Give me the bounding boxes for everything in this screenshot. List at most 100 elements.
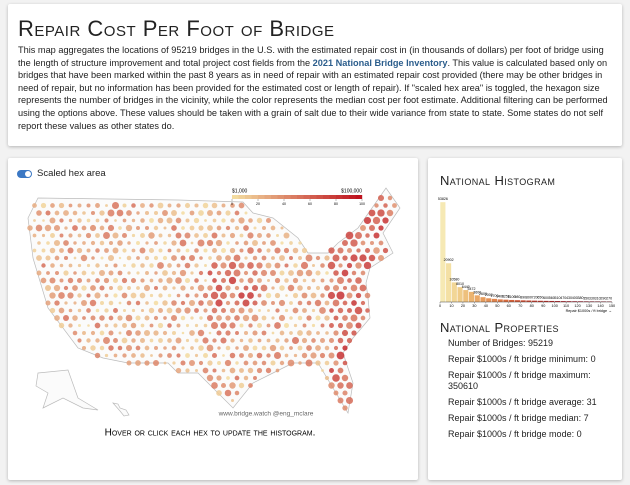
hex[interactable] [63, 315, 69, 321]
hex[interactable] [289, 301, 293, 305]
hex[interactable] [171, 330, 177, 336]
hex[interactable] [239, 278, 244, 283]
hex[interactable] [167, 353, 172, 358]
hex[interactable] [95, 308, 100, 313]
hex[interactable] [49, 277, 56, 284]
hex[interactable] [176, 353, 181, 358]
hex[interactable] [184, 277, 191, 284]
hex[interactable] [143, 284, 151, 292]
hex[interactable] [260, 284, 268, 292]
hex[interactable] [53, 284, 61, 292]
bar[interactable] [463, 290, 469, 302]
hex[interactable] [238, 202, 245, 209]
hex[interactable] [180, 255, 186, 261]
hex[interactable] [243, 285, 249, 291]
hex[interactable] [194, 278, 199, 283]
hex[interactable] [157, 202, 164, 209]
hex[interactable] [220, 382, 227, 389]
hex[interactable] [153, 360, 159, 366]
hex[interactable] [181, 346, 185, 350]
hex[interactable] [258, 309, 261, 312]
hex[interactable] [228, 276, 237, 285]
hex[interactable] [284, 338, 289, 343]
hex[interactable] [319, 352, 326, 359]
hex[interactable] [220, 307, 227, 314]
hex[interactable] [285, 294, 288, 297]
hex[interactable] [369, 225, 375, 231]
bar[interactable] [543, 300, 549, 302]
hex[interactable] [355, 262, 362, 269]
hex[interactable] [221, 248, 226, 253]
hex[interactable] [275, 338, 280, 343]
hex[interactable] [279, 345, 285, 351]
hex[interactable] [77, 233, 82, 238]
hex[interactable] [72, 315, 78, 321]
hex[interactable] [305, 269, 313, 277]
hex[interactable] [122, 353, 127, 358]
hex[interactable] [41, 248, 46, 253]
hex[interactable] [89, 299, 97, 307]
hex[interactable] [185, 323, 190, 328]
hex[interactable] [266, 353, 271, 358]
hex[interactable] [104, 353, 109, 358]
hex[interactable] [95, 218, 100, 223]
hex[interactable] [271, 256, 275, 260]
bar[interactable] [503, 299, 509, 302]
hex[interactable] [82, 316, 86, 320]
hex[interactable] [163, 346, 167, 350]
hex[interactable] [104, 308, 109, 313]
hex[interactable] [135, 300, 141, 306]
hex[interactable] [150, 354, 153, 357]
hex[interactable] [136, 241, 140, 245]
bar[interactable] [537, 300, 543, 302]
hex[interactable] [130, 277, 137, 284]
hex[interactable] [90, 345, 96, 351]
hex[interactable] [136, 211, 140, 215]
hex[interactable] [336, 291, 345, 300]
hex[interactable] [203, 308, 208, 313]
hex[interactable] [172, 361, 176, 365]
hex[interactable] [342, 240, 348, 246]
hex[interactable] [136, 256, 140, 260]
hex[interactable] [158, 338, 163, 343]
hex[interactable] [211, 232, 218, 239]
hex[interactable] [211, 262, 218, 269]
hex[interactable] [207, 210, 213, 216]
bar[interactable] [446, 263, 452, 302]
hex[interactable] [189, 210, 195, 216]
bar[interactable] [440, 202, 446, 302]
hex[interactable] [136, 226, 140, 230]
hex[interactable] [203, 353, 208, 358]
hex[interactable] [360, 315, 366, 321]
hex[interactable] [274, 277, 281, 284]
hex[interactable] [68, 203, 73, 208]
hex[interactable] [221, 368, 226, 373]
hex[interactable] [269, 344, 277, 352]
hex[interactable] [377, 254, 385, 262]
hex[interactable] [284, 308, 289, 313]
hex[interactable] [302, 323, 307, 328]
hex[interactable] [95, 233, 100, 238]
hex[interactable] [229, 232, 236, 239]
hex[interactable] [230, 338, 235, 343]
hex[interactable] [104, 218, 109, 223]
hex[interactable] [153, 345, 159, 351]
hex[interactable] [220, 322, 227, 329]
bar[interactable] [549, 300, 555, 302]
hex[interactable] [346, 382, 353, 389]
hex[interactable] [270, 225, 276, 231]
hex[interactable] [64, 226, 68, 230]
hex[interactable] [149, 263, 154, 268]
hex[interactable] [112, 232, 119, 239]
hex[interactable] [45, 300, 51, 306]
hex[interactable] [112, 277, 119, 284]
hex[interactable] [166, 217, 173, 224]
hex[interactable] [73, 256, 77, 260]
hex[interactable] [131, 353, 136, 358]
hex[interactable] [127, 286, 131, 290]
hex[interactable] [248, 218, 253, 223]
hex[interactable] [351, 330, 357, 336]
hex[interactable] [216, 375, 222, 381]
hex[interactable] [261, 345, 267, 351]
hex[interactable] [229, 382, 236, 389]
